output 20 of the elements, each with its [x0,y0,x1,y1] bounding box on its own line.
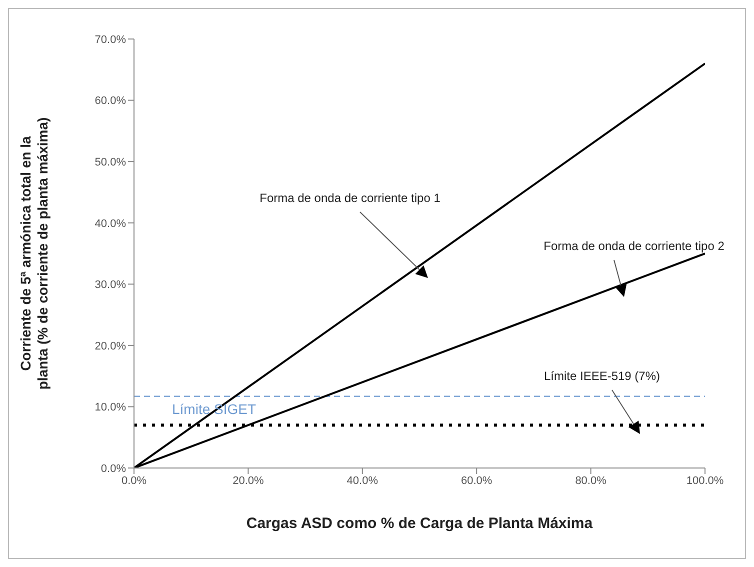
ref-line-label: Límite SIGET [172,401,256,418]
annotation: Límite IEEE-519 (7%) [544,369,660,383]
x-axis-title: Cargas ASD como % de Carga de Planta Máxima [246,515,594,532]
y-tick-label: 60.0% [94,95,126,108]
x-tick-label: 60.0% [461,474,492,487]
y-tick-label: 20.0% [94,340,126,352]
y-tick-label: 70.0% [94,34,126,46]
x-tick-label: 20.0% [232,474,264,487]
y-tick-label: 50.0% [94,156,126,168]
x-tick-label: 40.0% [346,474,378,487]
y-tick-label: 0.0% [100,462,126,475]
y-tick-label: 10.0% [94,402,126,414]
y-axis-title: Corriente de 5ª armónica total en la planta (% de corriente de planta máxima) [18,117,50,390]
x-tick-label: 100.0% [686,474,724,487]
y-tick-label: 40.0% [94,218,126,230]
annotation: Forma de onda de corriente tipo 2 [544,239,725,253]
x-tick-label: 80.0% [575,474,607,487]
annotation: Forma de onda de corriente tipo 1 [260,191,441,205]
y-tick-label: 30.0% [94,279,126,292]
x-tick-label: 0.0% [121,474,147,487]
